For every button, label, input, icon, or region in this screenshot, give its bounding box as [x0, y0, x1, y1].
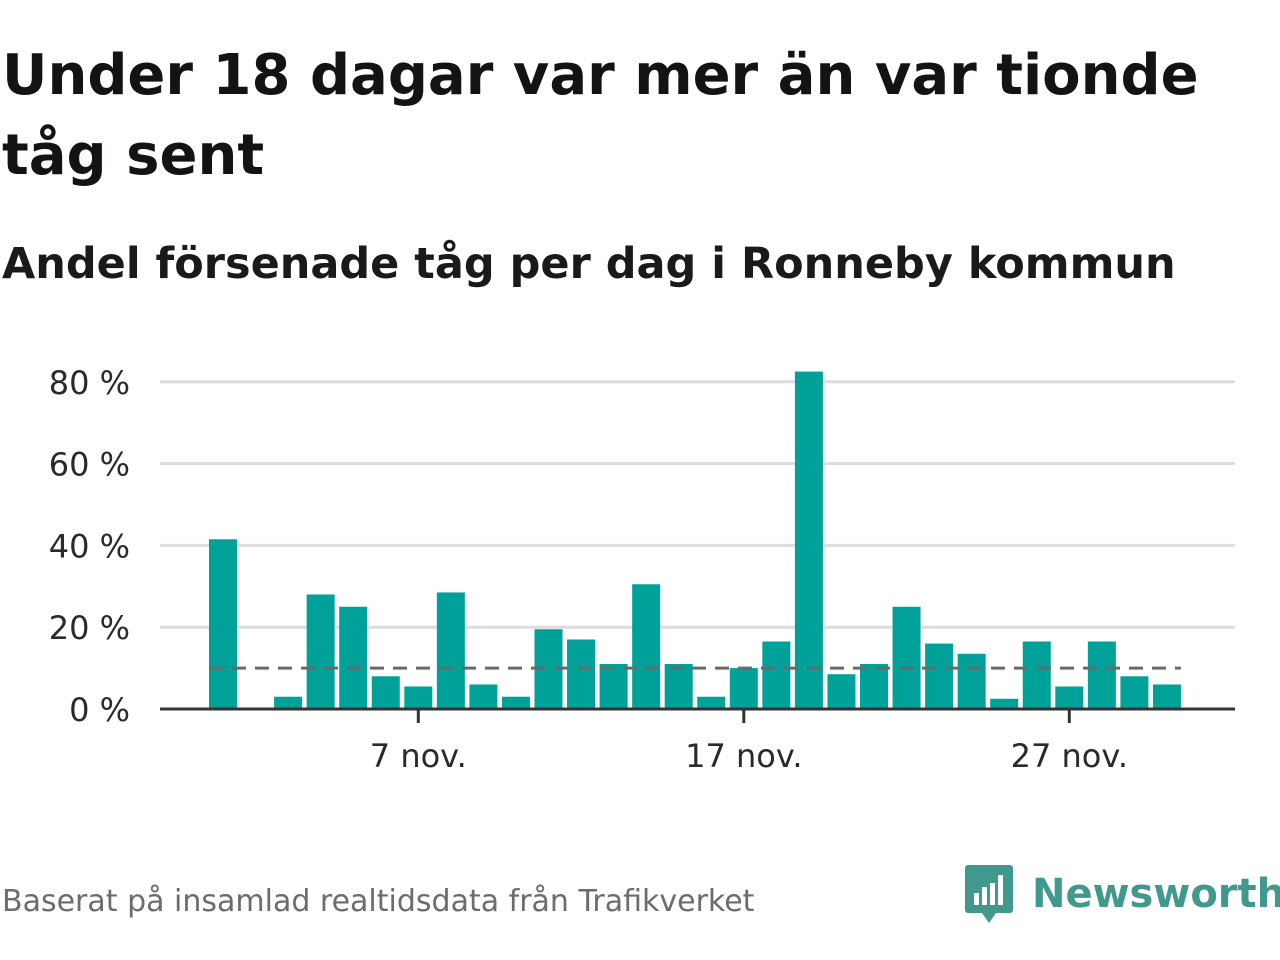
- x-tick-label-2019-11-07: 7 nov.: [370, 737, 467, 775]
- bar-chart: 0 % 20 % 40 % 60 % 80 % 7 nov. 17 nov. 27 nov.: [49, 364, 1235, 775]
- y-tick-label-80: 80 %: [49, 364, 130, 402]
- y-tick-label-60: 60 %: [49, 446, 130, 484]
- bar-2019-11-13: [599, 664, 628, 709]
- bar-2019-11-09: [469, 684, 498, 709]
- newsworthy-logo: Newsworthy: [964, 862, 1280, 926]
- bar-2019-11-16: [697, 696, 726, 709]
- bar-2019-11-21: [860, 664, 888, 709]
- chart-title: Under 18 dagar var mer än var tionde tåg…: [2, 43, 1199, 188]
- x-tick-label-2019-11-17: 17 nov.: [685, 737, 802, 775]
- bar-2019-11-12: [567, 639, 596, 709]
- bar-2019-11-10: [501, 696, 530, 709]
- y-tick-label-20: 20 %: [49, 609, 130, 647]
- bar-2019-11-20: [827, 674, 856, 709]
- x-tick-labels: 7 nov. 17 nov. 27 nov.: [370, 737, 1128, 775]
- bar-2019-11-30: [1152, 684, 1181, 709]
- y-tick-label-0: 0 %: [69, 691, 130, 729]
- bar-2019-11-01: [209, 539, 237, 709]
- x-tick-label-2019-11-27: 27 nov.: [1011, 737, 1128, 775]
- bar-2019-11-14: [632, 584, 661, 709]
- bar-2019-11-03: [274, 696, 303, 709]
- bar-2019-11-17: [729, 668, 758, 709]
- bar-2019-11-24: [957, 653, 986, 709]
- brand-name: Newsworthy: [1032, 871, 1280, 917]
- bar-chart-speech-bubble-icon: [965, 865, 1013, 923]
- bars: [209, 371, 1181, 709]
- bar-2019-11-29: [1120, 676, 1149, 709]
- grid-lines: [160, 380, 1235, 629]
- bar-2019-11-27: [1055, 686, 1084, 709]
- bar-2019-11-23: [925, 643, 954, 709]
- bar-2019-11-22: [892, 606, 921, 709]
- axes: [160, 707, 1235, 723]
- bar-2019-11-15: [664, 664, 693, 709]
- bar-2019-11-18: [762, 641, 791, 709]
- bar-2019-11-05: [339, 606, 368, 709]
- bar-2019-11-04: [306, 594, 335, 709]
- bar-2019-11-25: [990, 698, 1019, 709]
- bar-2019-11-26: [1022, 641, 1051, 709]
- chart-subtitle: Andel försenade tåg per dag i Ronneby ko…: [2, 239, 1176, 289]
- bar-2019-11-28: [1087, 641, 1116, 709]
- bar-2019-11-19: [794, 371, 823, 709]
- bar-2019-11-06: [371, 676, 400, 709]
- bar-2019-11-08: [436, 592, 465, 709]
- source-note: Baserat på insamlad realtidsdata från Tr…: [2, 884, 755, 919]
- y-tick-labels: 0 % 20 % 40 % 60 % 80 %: [49, 364, 130, 729]
- y-tick-label-40: 40 %: [49, 527, 130, 565]
- bar-2019-11-07: [404, 686, 433, 709]
